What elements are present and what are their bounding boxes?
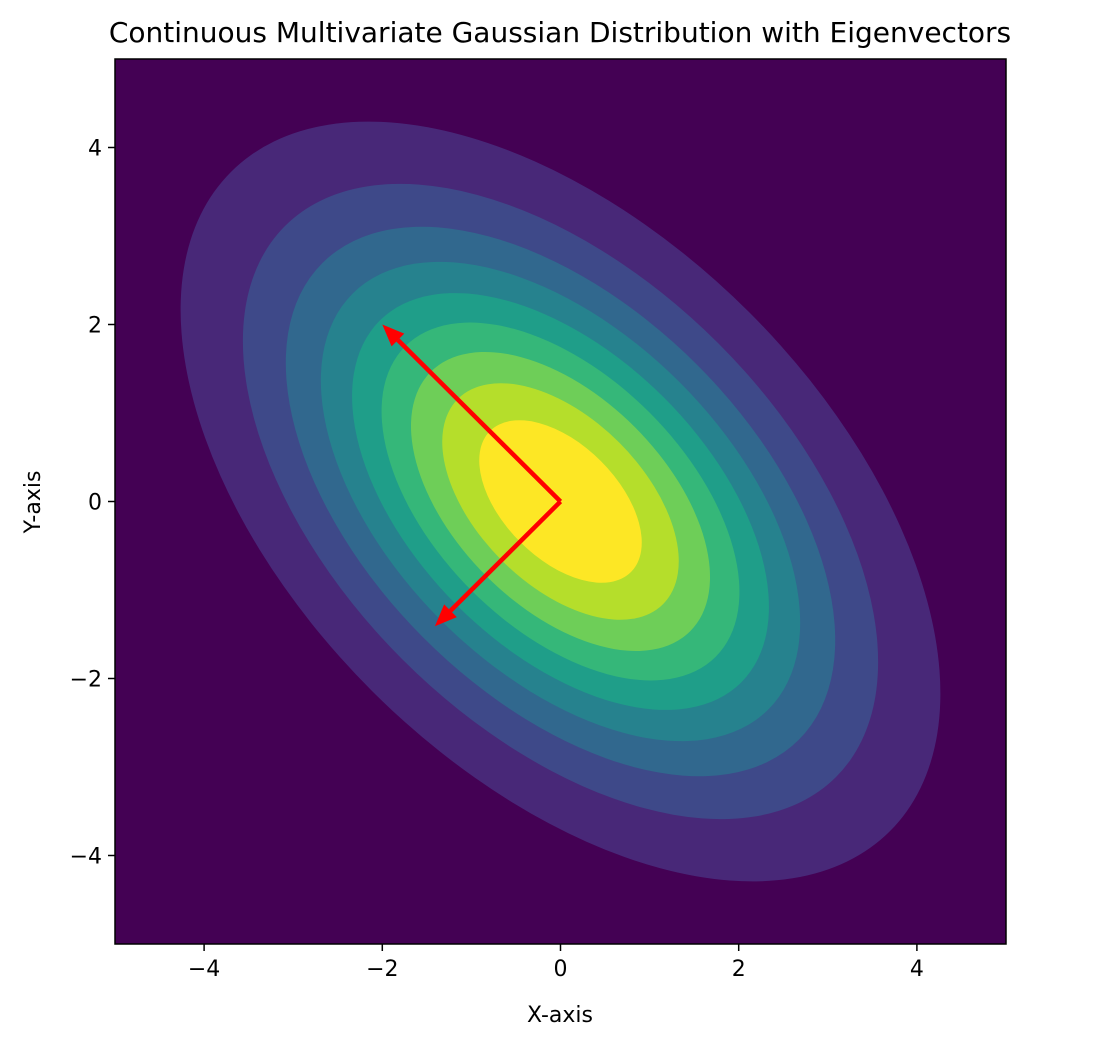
y-axis-ticks: −4 −2 0 2 4	[70, 137, 115, 870]
x-axis-label: X-axis	[527, 1003, 593, 1028]
y-tick-label: −4	[70, 845, 102, 870]
chart-title: Continuous Multivariate Gaussian Distrib…	[109, 16, 1011, 49]
plot-area	[114, 58, 1007, 945]
x-tick-label: −2	[366, 957, 398, 982]
y-tick-label: 0	[88, 491, 102, 516]
y-tick-label: −2	[70, 668, 102, 693]
y-axis-label: Y-axis	[21, 471, 46, 535]
eigenvector-2-head	[434, 604, 457, 627]
x-tick-label: −4	[188, 957, 220, 982]
eigenvector-2-shaft	[448, 499, 563, 613]
eigenvector-1-shaft	[396, 338, 563, 504]
x-tick-label: 4	[910, 957, 924, 982]
x-tick-label: 2	[732, 957, 746, 982]
y-tick-label: 4	[88, 137, 102, 162]
x-axis-ticks: −4 −2 0 2 4	[188, 944, 924, 982]
x-tick-label: 0	[554, 957, 568, 982]
eigenvector-arrows	[382, 324, 563, 627]
y-tick-label: 2	[88, 314, 102, 339]
eigenvector-1-head	[382, 324, 405, 347]
